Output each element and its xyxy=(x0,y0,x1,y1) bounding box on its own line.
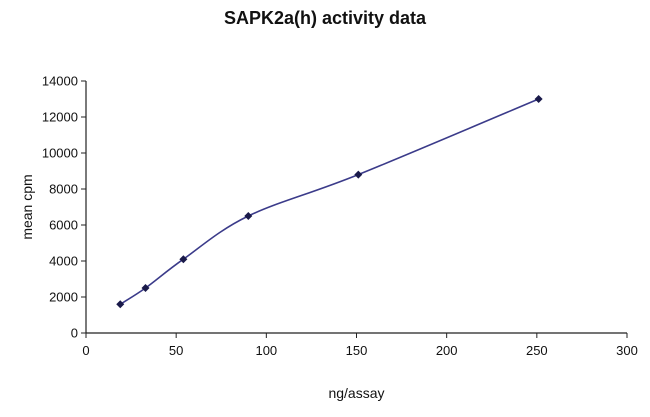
y-tick-label: 0 xyxy=(71,326,78,341)
x-tick-label: 50 xyxy=(169,343,183,358)
y-tick-label: 6000 xyxy=(49,218,78,233)
y-tick-label: 12000 xyxy=(42,110,78,125)
tick-labels: 0 2000 4000 6000 8000 10000 12000 14000 0 50 100 15… xyxy=(42,74,638,359)
data-point xyxy=(244,212,253,220)
data-point xyxy=(116,300,125,309)
y-tick-label: 4000 xyxy=(49,254,78,269)
tick-marks xyxy=(81,80,628,338)
chart-title: SAPK2a(h) activity data xyxy=(223,8,427,28)
series-layer xyxy=(116,95,543,309)
x-tick-label: 0 xyxy=(82,343,89,358)
data-point xyxy=(179,255,188,264)
y-tick-label: 10000 xyxy=(42,146,78,161)
x-axis-label: ng/assay xyxy=(328,385,384,401)
data-point xyxy=(141,284,150,292)
x-tick-label: 200 xyxy=(436,343,458,358)
data-point xyxy=(354,170,363,179)
data-point xyxy=(534,95,543,103)
series-line xyxy=(119,98,539,305)
x-tick-label: 300 xyxy=(616,343,638,358)
x-tick-label: 100 xyxy=(255,343,277,358)
y-tick-label: 8000 xyxy=(49,182,78,197)
y-tick-label: 2000 xyxy=(49,290,78,305)
y-tick-label: 14000 xyxy=(42,74,78,89)
y-axis-label: mean cpm xyxy=(19,174,35,239)
x-tick-label: 250 xyxy=(526,343,548,358)
axes xyxy=(85,81,627,334)
x-tick-label: 150 xyxy=(346,343,368,358)
